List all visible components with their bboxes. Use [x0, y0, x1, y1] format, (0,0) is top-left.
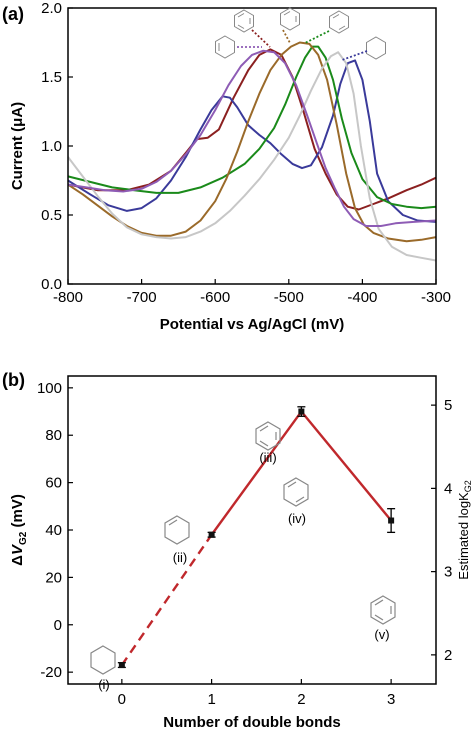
panel-b-y-tick-label: -20 [40, 664, 62, 681]
panel-b-y2-tick-label: 2 [444, 647, 452, 664]
cyclohexene-icon [164, 515, 190, 545]
benzene-v-icon [370, 595, 396, 625]
panel-b-ticks: 0 1 2 3 -20 0 20 40 60 80 100 2 3 4 5 [37, 380, 452, 708]
panel-b-y-tick-label: 60 [45, 475, 62, 492]
panel-b-y-axis-title: ΔVG2 (mV) [9, 494, 29, 566]
panel-a-x-axis-title: Potential vs Ag/AgCl (mV) [160, 316, 344, 333]
voltammogram-line-6 [67, 49, 437, 227]
voltammogram-line-5 [67, 51, 437, 262]
panel-b-x-tick-label: 0 [118, 691, 126, 708]
svg-text:ΔVG2 (mV): ΔVG2 (mV) [9, 494, 29, 566]
svg-text:Estimated logKG2: Estimated logKG2 [456, 480, 473, 579]
voltammogram-line-4 [67, 41, 437, 243]
point-label-v: (v) [374, 627, 389, 642]
data-point [208, 531, 215, 538]
panel-b-series [117, 406, 396, 669]
data-point [388, 517, 395, 524]
cyclohexadiene-isomer-icon [329, 10, 349, 34]
panel-a-ticks: -800 -700 -600 -500 -400 -300 0.0 0.5 1.0 1.5 2.0 [41, 0, 451, 306]
dashed-segment [120, 534, 213, 666]
cyclohexadiene-icon [280, 7, 300, 31]
panel-b-y-tick-label: 0 [54, 617, 62, 634]
panel-a-x-tick-label: -800 [53, 289, 83, 306]
panel-a-annotation-leaders [237, 29, 368, 61]
panel-b-label: (b) [2, 370, 25, 390]
panel-a-x-tick-label: -400 [347, 289, 377, 306]
benzene-iii-icon [255, 421, 281, 451]
panel-b-x-tick-label: 3 [387, 691, 395, 708]
panel-a-x-tick-label: -500 [274, 289, 304, 306]
point-label-iv: (iv) [288, 511, 306, 526]
panel-b-frame [67, 375, 437, 685]
panel-b-y2-axis-title: Estimated logKG2 [456, 480, 473, 579]
panel-b-y-tick-label: 20 [45, 569, 62, 586]
panel-a-y-tick-label: 0.0 [41, 276, 62, 293]
data-point [298, 408, 305, 415]
panel-a-molecule-annotations [215, 7, 386, 60]
panel-b-y2-tick-label: 3 [444, 564, 452, 581]
voltammogram-line-3 [67, 45, 437, 210]
solid-segment [210, 410, 303, 536]
panel-a-x-tick-label: -600 [200, 289, 230, 306]
panel-b-x-axis-title: Number of double bonds [163, 714, 341, 731]
panel-a-y-axis-title: Current (μA) [9, 102, 26, 190]
panel-a-x-tick-label: -300 [421, 289, 451, 306]
data-point [118, 662, 125, 669]
panel-b-y2-tick-label: 4 [444, 480, 452, 497]
panel-a-frame [67, 7, 437, 285]
cyclohexane-icon [366, 36, 386, 60]
panel-b-y-tick-label: 80 [45, 427, 62, 444]
cyclohexadiene-iv-icon [283, 477, 309, 507]
benzene-icon [234, 9, 254, 33]
panel-a-x-tick-label: -700 [127, 289, 157, 306]
panel-a-label: (a) [2, 4, 24, 24]
voltammogram-line-2 [67, 59, 437, 223]
panel-a-y-tick-label: 1.0 [41, 138, 62, 155]
panel-b-y-tick-label: 40 [45, 522, 62, 539]
solid-segment [300, 410, 393, 522]
panel-a-series [67, 41, 437, 262]
panel-a-y-tick-label: 0.5 [41, 207, 62, 224]
panel-a-y-tick-label: 1.5 [41, 69, 62, 86]
cyclohexane-icon [90, 645, 116, 675]
point-label-ii: (ii) [173, 550, 187, 565]
panel-a-y-tick-label: 2.0 [41, 0, 62, 17]
cyclohexene-icon [215, 35, 235, 59]
point-label-iii: (iii) [259, 450, 276, 465]
panel-b-y2-tick-label: 5 [444, 397, 452, 414]
panel-b-x-tick-label: 2 [297, 691, 305, 708]
panel-b-x-tick-label: 1 [207, 691, 215, 708]
panel-b-y-tick-label: 100 [37, 380, 62, 397]
point-label-i: (i) [98, 677, 110, 692]
panel-b-molecule-icons [90, 421, 396, 675]
